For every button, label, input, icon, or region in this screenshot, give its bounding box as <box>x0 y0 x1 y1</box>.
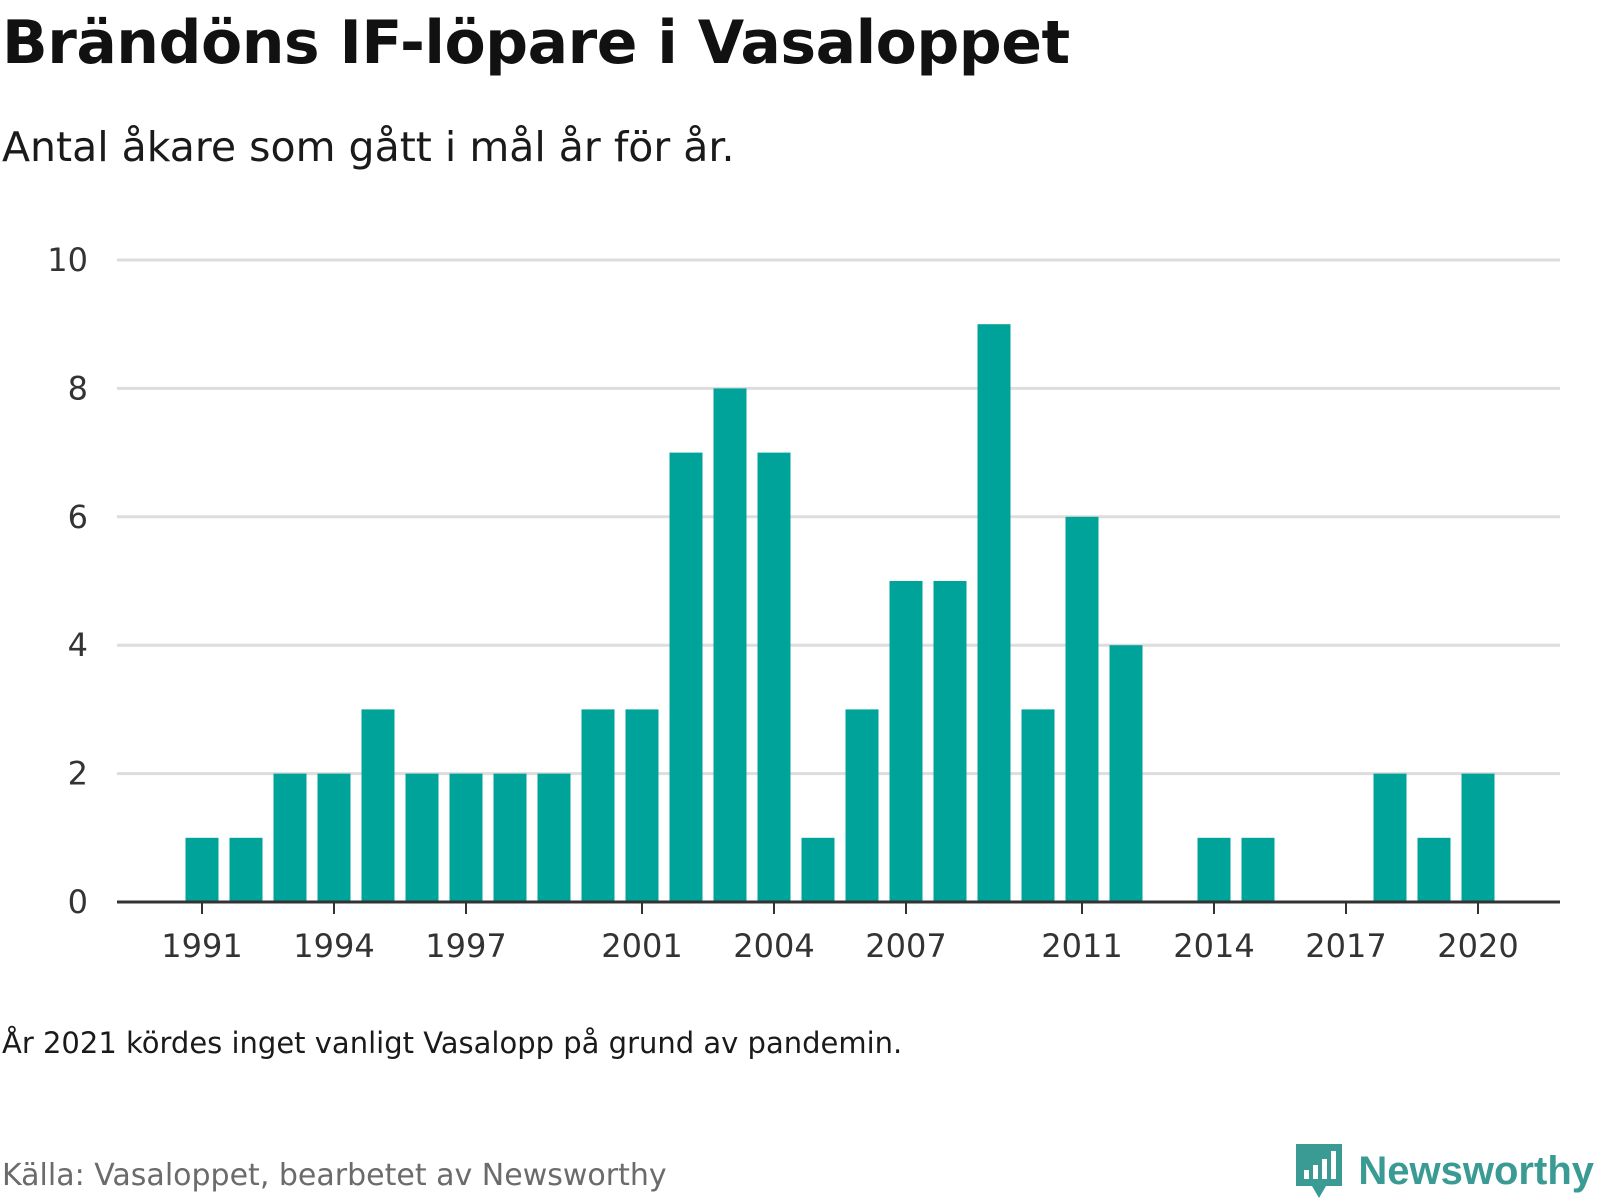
bar-2004 <box>757 452 791 902</box>
chart-title: Brändöns IF-löpare i Vasaloppet <box>2 8 1070 78</box>
bar-1994 <box>317 773 351 902</box>
bar-2019 <box>1417 837 1451 902</box>
bar-2020 <box>1461 773 1495 902</box>
bar-1996 <box>405 773 439 902</box>
bar-1995 <box>361 709 395 902</box>
y-tick-label: 10 <box>47 241 88 279</box>
bar-2000 <box>581 709 615 902</box>
x-tick-label: 2020 <box>1437 927 1518 965</box>
bar-2009 <box>977 324 1011 902</box>
bar-2010 <box>1021 709 1055 902</box>
brand-name: Newsworthy <box>1358 1148 1594 1193</box>
bar-2003 <box>713 388 747 902</box>
bar-1993 <box>273 773 307 902</box>
chart-subtitle: Antal åkare som gått i mål år för år. <box>2 123 735 171</box>
x-tick-label: 1997 <box>425 927 506 965</box>
bar-2008 <box>933 581 967 902</box>
bar-2005 <box>801 837 835 902</box>
y-tick-label: 2 <box>68 755 88 793</box>
x-tick-label: 1991 <box>161 927 242 965</box>
x-tick-label: 2011 <box>1041 927 1122 965</box>
bar-chart: 0 2 4 6 8 10 1991 1994 1997 2001 2004 2007 2011 2014 2… <box>47 241 1560 965</box>
x-tick-label: 1994 <box>293 927 374 965</box>
y-tick-label: 8 <box>68 369 88 407</box>
bar-2015 <box>1241 837 1275 902</box>
x-tick-label: 2014 <box>1173 927 1254 965</box>
bar-2011 <box>1065 516 1099 902</box>
bar-1991 <box>185 837 219 902</box>
brand-logo: Newsworthy <box>1294 1142 1594 1200</box>
y-tick-label: 6 <box>68 498 88 536</box>
bar-2006 <box>845 709 879 902</box>
bar-1992 <box>229 837 263 902</box>
bar-2001 <box>625 709 659 902</box>
bar-1999 <box>537 773 571 902</box>
x-tick-label: 2017 <box>1305 927 1386 965</box>
bar-2002 <box>669 452 703 902</box>
x-tick-label: 2004 <box>733 927 814 965</box>
chart-note: År 2021 kördes inget vanligt Vasalopp på… <box>2 1026 903 1060</box>
bar-1998 <box>493 773 527 902</box>
x-tick-label: 2007 <box>865 927 946 965</box>
bar-2018 <box>1373 773 1407 902</box>
y-tick-label: 0 <box>68 883 88 921</box>
bar-2012 <box>1109 645 1143 902</box>
y-tick-label: 4 <box>68 626 88 664</box>
bar-1997 <box>449 773 483 902</box>
bar-2014 <box>1197 837 1231 902</box>
newsworthy-logo-icon <box>1296 1144 1343 1198</box>
bar-2007 <box>889 581 923 902</box>
source-credit: Källa: Vasaloppet, bearbetet av Newswort… <box>2 1158 667 1193</box>
x-tick-label: 2001 <box>601 927 682 965</box>
